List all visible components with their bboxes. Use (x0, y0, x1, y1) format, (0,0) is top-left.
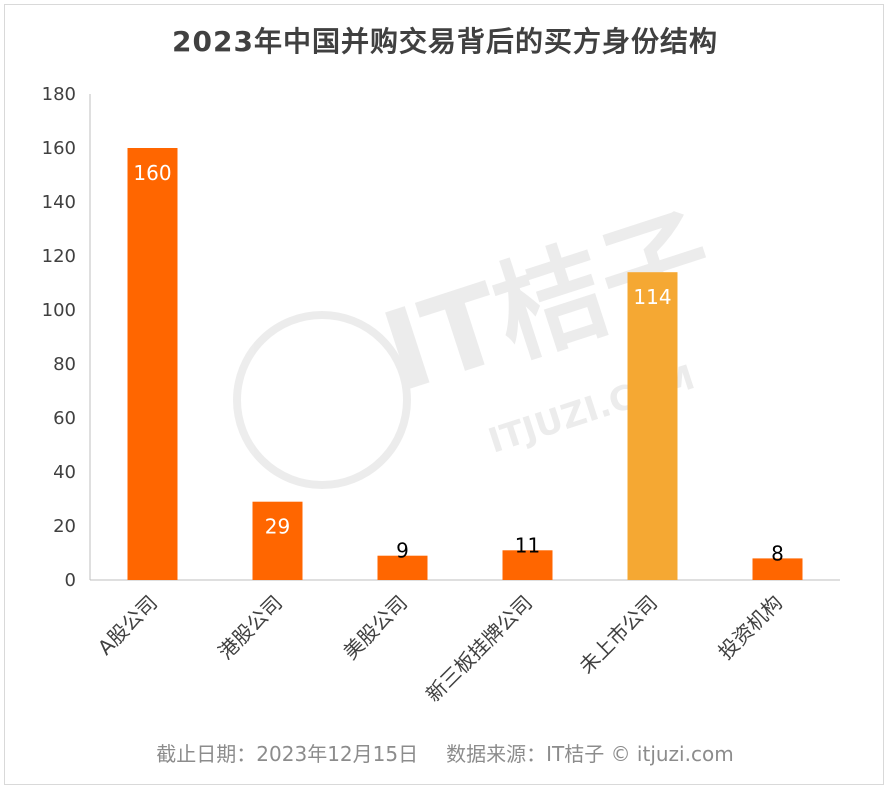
data-label: 8 (771, 541, 784, 565)
y-tick-label: 140 (42, 192, 76, 213)
x-tick-label: 美股公司 (338, 591, 412, 665)
y-tick-label: 100 (42, 300, 76, 321)
bar (627, 272, 678, 580)
bar (127, 148, 178, 580)
x-tick-label: 港股公司 (213, 591, 287, 665)
y-tick-label: 80 (53, 354, 76, 375)
x-tick-label: A股公司 (93, 591, 162, 660)
bar (377, 555, 428, 580)
y-tick-label: 20 (53, 516, 76, 537)
bar (502, 550, 553, 580)
y-tick-label: 60 (53, 408, 76, 429)
footer-date: 截止日期：2023年12月15日 (156, 742, 419, 766)
x-tick-label: 投资机构 (713, 591, 787, 665)
x-tick-label: 新三板挂牌公司 (421, 591, 537, 707)
y-tick-label: 180 (42, 84, 76, 105)
data-label: 29 (265, 515, 290, 539)
x-tick-label: 未上市公司 (574, 591, 662, 679)
axes: 0 20 40 60 80 100 120 140 160 180 (42, 84, 840, 591)
footer: 截止日期：2023年12月15日 数据来源：IT桔子 © itjuzi.com (0, 738, 890, 767)
y-tick-label: 0 (65, 570, 76, 591)
data-label: 160 (133, 161, 171, 185)
data-label: 9 (396, 539, 409, 563)
bar (252, 501, 303, 580)
footer-source: 数据来源：IT桔子 © itjuzi.com (446, 742, 734, 766)
chart-title: 2023年中国并购交易背后的买方身份结构 (172, 25, 718, 58)
data-label: 114 (633, 285, 671, 309)
y-tick-label: 120 (42, 246, 76, 267)
y-tick-label: 160 (42, 138, 76, 159)
watermark-logo-icon (233, 311, 411, 489)
y-tick-label: 40 (53, 462, 76, 483)
data-label: 11 (515, 533, 540, 557)
bar (752, 558, 803, 580)
